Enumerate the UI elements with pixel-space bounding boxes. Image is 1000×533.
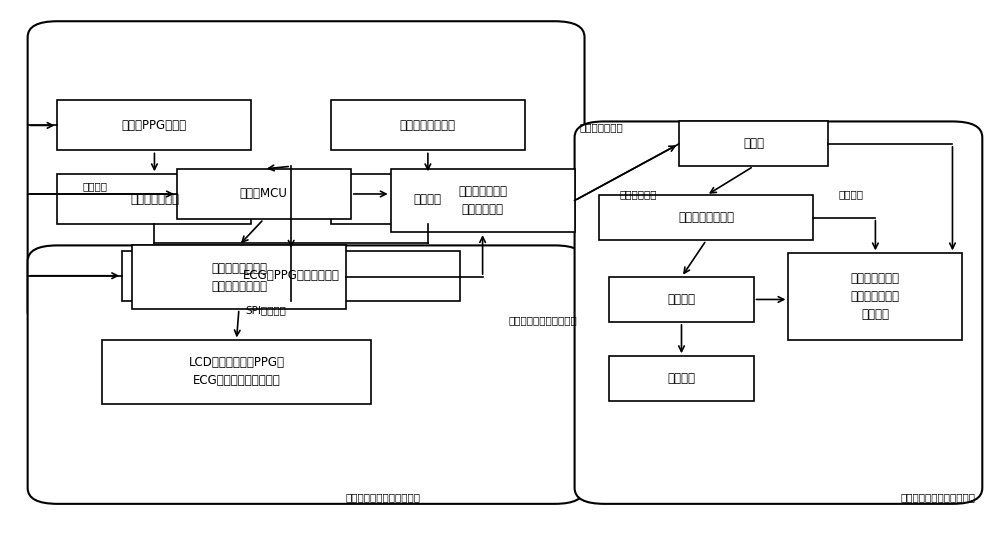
Text: 下位机信号处理和显示单元: 下位机信号处理和显示单元 (345, 492, 420, 502)
Text: 原始数据与实时
脉率数据存储: 原始数据与实时 脉率数据存储 (458, 185, 507, 216)
Text: 环境光屏蔽模块: 环境光屏蔽模块 (130, 193, 179, 206)
Text: 计算指标: 计算指标 (667, 293, 695, 306)
Text: 原始信号数据: 原始信号数据 (619, 189, 657, 199)
Text: 多通道PPG传感器: 多通道PPG传感器 (122, 119, 187, 132)
FancyBboxPatch shape (28, 21, 585, 327)
Text: 脉率、还原信号
与各项指标实时
展示界面: 脉率、还原信号 与各项指标实时 展示界面 (851, 272, 900, 321)
Text: 脉搏和心电同步采集单元: 脉搏和心电同步采集单元 (509, 316, 578, 326)
Bar (679, 122, 828, 166)
Bar (331, 174, 525, 224)
Text: SPI串口传输: SPI串口传输 (245, 305, 286, 315)
Text: 低功耗MCU: 低功耗MCU (240, 188, 288, 200)
Bar (102, 341, 371, 403)
Bar (391, 169, 575, 232)
Text: 低功耗运动伪迹滤
波和脉率估计算法: 低功耗运动伪迹滤 波和脉率估计算法 (211, 262, 267, 293)
Text: 滤波算法还原信号: 滤波算法还原信号 (678, 211, 734, 224)
Bar (609, 277, 754, 322)
Bar (57, 100, 251, 150)
Text: 上位机: 上位机 (743, 138, 764, 150)
Bar (331, 100, 525, 150)
Bar (609, 356, 754, 401)
Text: 单导联心电干电极: 单导联心电干电极 (400, 119, 456, 132)
Text: LCD屏幕实时显示PPG和
ECG同步信号和脉率估计: LCD屏幕实时显示PPG和 ECG同步信号和脉率估计 (188, 357, 284, 387)
Bar (132, 245, 346, 309)
Bar (177, 169, 351, 219)
Text: 生成报告: 生成报告 (667, 372, 695, 385)
Text: 控制信号: 控制信号 (82, 181, 107, 191)
Bar (788, 253, 962, 341)
FancyBboxPatch shape (28, 245, 585, 504)
Text: 低功耗无线传输: 低功耗无线传输 (580, 122, 623, 132)
Bar (599, 195, 813, 240)
Text: 脉率数据: 脉率数据 (838, 189, 863, 199)
Text: 上位机信号处理和显示单元: 上位机信号处理和显示单元 (900, 492, 975, 502)
Bar (57, 174, 251, 224)
Bar (122, 251, 460, 301)
Text: ECG和PPG同步模拟前端: ECG和PPG同步模拟前端 (243, 269, 340, 282)
FancyBboxPatch shape (575, 122, 982, 504)
Text: 前置滤波: 前置滤波 (414, 193, 442, 206)
